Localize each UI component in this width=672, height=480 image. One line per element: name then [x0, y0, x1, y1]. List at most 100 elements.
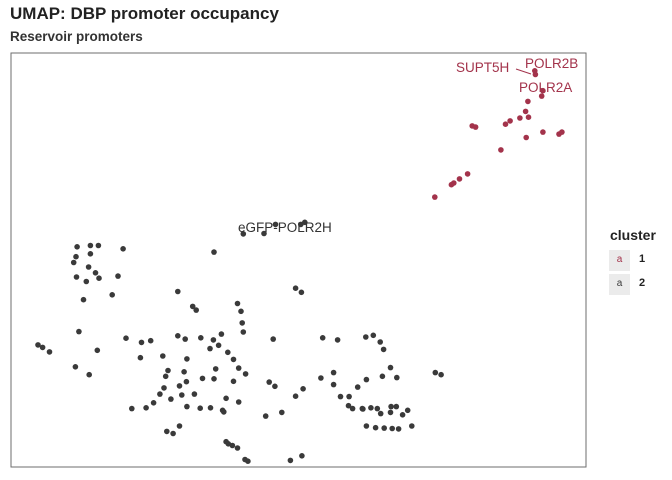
- point-cluster-1-20: [448, 181, 455, 188]
- point-cluster-2-50: [207, 345, 213, 352]
- point-cluster-2-17: [83, 278, 90, 285]
- legend-glyph-1: a: [616, 254, 623, 265]
- point-cluster-2-95: [370, 332, 377, 339]
- point-cluster-2-94: [363, 334, 369, 340]
- point-cluster-2-120: [377, 410, 384, 417]
- point-cluster-2-90: [262, 413, 269, 419]
- point-cluster-2-56: [235, 365, 242, 371]
- point-cluster-2-16: [96, 275, 102, 282]
- point-cluster-2-122: [393, 403, 400, 410]
- point-cluster-2-54: [181, 369, 187, 375]
- legend-key-1: a: [609, 250, 630, 271]
- point-cluster-2-74: [150, 400, 157, 406]
- point-cluster-2-121: [388, 403, 394, 410]
- point-cluster-2-87: [245, 458, 251, 465]
- point-cluster-2-129: [389, 425, 396, 432]
- point-cluster-2-30: [94, 347, 101, 354]
- point-cluster-2-126: [363, 423, 370, 429]
- point-cluster-2-103: [363, 376, 370, 383]
- point-cluster-2-119: [374, 405, 381, 412]
- point-cluster-2-7: [87, 242, 94, 249]
- point-cluster-2-23: [292, 285, 299, 292]
- point-cluster-2-43: [210, 337, 217, 343]
- point-cluster-2-2: [272, 221, 279, 228]
- point-cluster-2-10: [87, 251, 94, 257]
- point-cluster-1-6: [507, 118, 513, 124]
- point-cluster-2-33: [46, 349, 53, 355]
- point-cluster-2-61: [183, 378, 190, 385]
- point-cluster-2-77: [176, 423, 183, 429]
- point-cluster-1-21: [432, 194, 438, 200]
- point-cluster-1-4: [525, 98, 531, 105]
- point-cluster-2-52: [160, 353, 166, 359]
- point-cluster-2-88: [287, 457, 294, 464]
- point-cluster-2-102: [379, 373, 386, 380]
- point-cluster-1-11: [472, 124, 479, 130]
- point-cluster-2-51: [184, 356, 190, 362]
- legend-item-cluster-1: a 1: [609, 250, 669, 271]
- point-cluster-2-63: [162, 373, 169, 380]
- point-cluster-1-3: [538, 93, 545, 99]
- point-cluster-2-22: [189, 303, 196, 310]
- point-cluster-2-68: [223, 395, 229, 402]
- point-cluster-1-13: [540, 129, 546, 135]
- point-cluster-2-130: [395, 426, 402, 432]
- point-cluster-2-105: [346, 393, 352, 400]
- point-cluster-2-48: [225, 349, 231, 356]
- point-cluster-2-47: [270, 336, 277, 342]
- point-cluster-2-108: [330, 369, 337, 376]
- point-label-egfp-polr2h: eGFP-POLR2H: [238, 220, 332, 235]
- point-cluster-2-93: [334, 337, 341, 343]
- point-cluster-2-64: [161, 385, 167, 391]
- point-cluster-2-112: [266, 379, 273, 385]
- point-cluster-2-42: [198, 335, 204, 341]
- point-cluster-2-46: [240, 329, 247, 335]
- point-cluster-1-18: [456, 176, 463, 182]
- point-cluster-2-69: [235, 399, 242, 405]
- point-cluster-2-6: [74, 244, 80, 250]
- point-cluster-2-26: [238, 308, 244, 315]
- point-cluster-1-17: [464, 171, 471, 177]
- point-label-supt5h: SUPT5H: [456, 60, 509, 75]
- point-cluster-2-53: [165, 367, 171, 374]
- point-cluster-1-16: [498, 147, 504, 153]
- point-cluster-1-5: [517, 115, 523, 121]
- point-cluster-1-7: [522, 108, 529, 115]
- point-cluster-2-44: [218, 331, 225, 337]
- point-cluster-2-78: [170, 430, 176, 437]
- point-cluster-2-29: [76, 328, 82, 335]
- point-cluster-2-81: [221, 409, 227, 415]
- point-cluster-2-28: [193, 307, 199, 313]
- point-cluster-2-18: [73, 274, 80, 280]
- point-label-polr2a: POLR2A: [519, 80, 572, 95]
- point-cluster-2-13: [85, 264, 92, 270]
- point-cluster-2-97: [380, 346, 387, 353]
- point-cluster-2-65: [157, 391, 163, 397]
- point-cluster-2-128: [381, 425, 388, 431]
- point-cluster-2-40: [175, 333, 181, 339]
- point-cluster-2-34: [72, 364, 79, 370]
- point-cluster-2-131: [399, 412, 406, 418]
- point-cluster-2-60: [199, 375, 206, 382]
- point-cluster-2-110: [300, 386, 306, 392]
- point-cluster-2-113: [272, 383, 278, 390]
- point-cluster-2-5: [211, 249, 217, 255]
- point-cluster-2-37: [138, 339, 145, 346]
- labels-layer: SUPT5H POLR2B POLR2A eGFP-POLR2H: [238, 56, 578, 235]
- point-cluster-2-9: [120, 246, 126, 252]
- point-cluster-1-8: [525, 114, 532, 120]
- point-cluster-2-115: [349, 405, 356, 412]
- point-cluster-2-14: [92, 270, 99, 276]
- point-label-polr2b: POLR2B: [525, 56, 578, 71]
- point-cluster-2-58: [230, 378, 237, 385]
- point-cluster-1-12: [523, 134, 529, 141]
- legend-label-2: 2: [639, 277, 646, 289]
- point-cluster-2-57: [242, 371, 249, 377]
- point-cluster-2-104: [354, 384, 361, 390]
- point-cluster-2-118: [368, 405, 374, 411]
- point-cluster-2-101: [394, 374, 400, 381]
- legend-key-2: a: [609, 274, 630, 295]
- chart-title: UMAP: DBP promoter occupancy: [10, 4, 279, 23]
- point-cluster-2-35: [86, 371, 92, 378]
- point-cluster-2-98: [432, 369, 439, 376]
